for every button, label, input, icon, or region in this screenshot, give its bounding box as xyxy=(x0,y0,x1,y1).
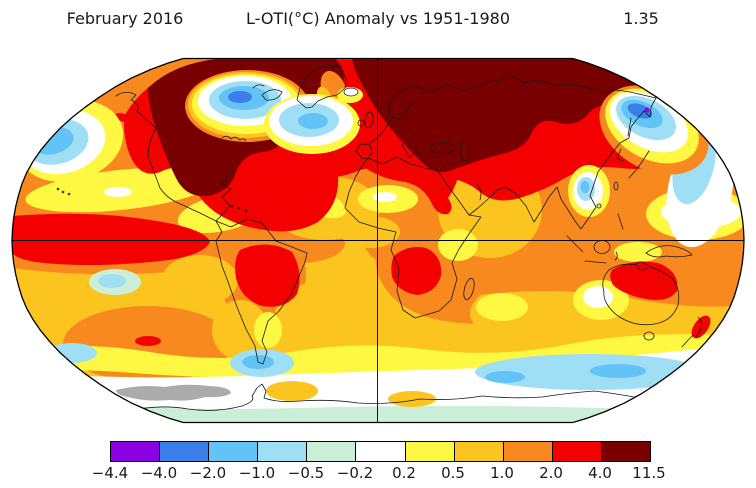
antarctic-peninsula-warm-patch xyxy=(266,381,318,401)
colorbar-tick: −4.4 xyxy=(91,464,129,482)
colorbar-tick: 4.0 xyxy=(588,464,612,482)
colorbar-segment xyxy=(503,442,553,461)
colorbar-tick: 0.2 xyxy=(392,464,416,482)
world-anomaly-map xyxy=(11,57,745,424)
colorbar-tick: −4.0 xyxy=(140,464,178,482)
colorbar-tick: −1.0 xyxy=(238,464,276,482)
colorbar-tick: 0.5 xyxy=(441,464,465,482)
coastlines xyxy=(56,65,731,412)
graticule xyxy=(12,58,744,423)
colorbar-tick-labels: −4.4 −4.0 −2.0 −1.0 −0.5 −0.2 0.2 0.5 1.… xyxy=(92,464,666,484)
no-data-gray-patch xyxy=(116,384,231,401)
colorbar-tick: 1.0 xyxy=(490,464,514,482)
colorbar-segment xyxy=(405,442,455,461)
colorbar-segment xyxy=(552,442,602,461)
colorbar-segment xyxy=(258,442,308,461)
colorbar-tick: −2.0 xyxy=(189,464,227,482)
colorbar-tick: 11.5 xyxy=(632,464,666,482)
figure-date-label: February 2016 xyxy=(66,9,184,28)
colorbar-tick: −0.5 xyxy=(287,464,325,482)
global-mean-anomaly-value: 1.35 xyxy=(623,9,659,28)
kamchatka-purple-core xyxy=(644,107,650,113)
anomaly-colorbar xyxy=(110,441,651,462)
colorbar-tick: −0.2 xyxy=(336,464,374,482)
colorbar-segment xyxy=(307,442,357,461)
brazil-red-blob xyxy=(235,244,300,307)
colorbar-segment xyxy=(454,442,504,461)
anomaly-southern-cool-fields xyxy=(12,269,744,423)
colorbar-segment xyxy=(601,442,651,461)
figure-title: L-OTI(°C) Anomaly vs 1951-1980 xyxy=(245,9,511,28)
siberia-maroon-blob xyxy=(352,58,649,172)
colorbar-tick: 2.0 xyxy=(539,464,563,482)
colorbar-segment xyxy=(111,442,161,461)
colorbar-segment xyxy=(209,442,259,461)
el-nino-red-tongue xyxy=(12,213,210,265)
southern-africa-red-blob xyxy=(391,247,442,295)
colorbar-segment xyxy=(160,442,210,461)
colorbar-segment xyxy=(356,442,406,461)
map-outline xyxy=(11,57,745,424)
